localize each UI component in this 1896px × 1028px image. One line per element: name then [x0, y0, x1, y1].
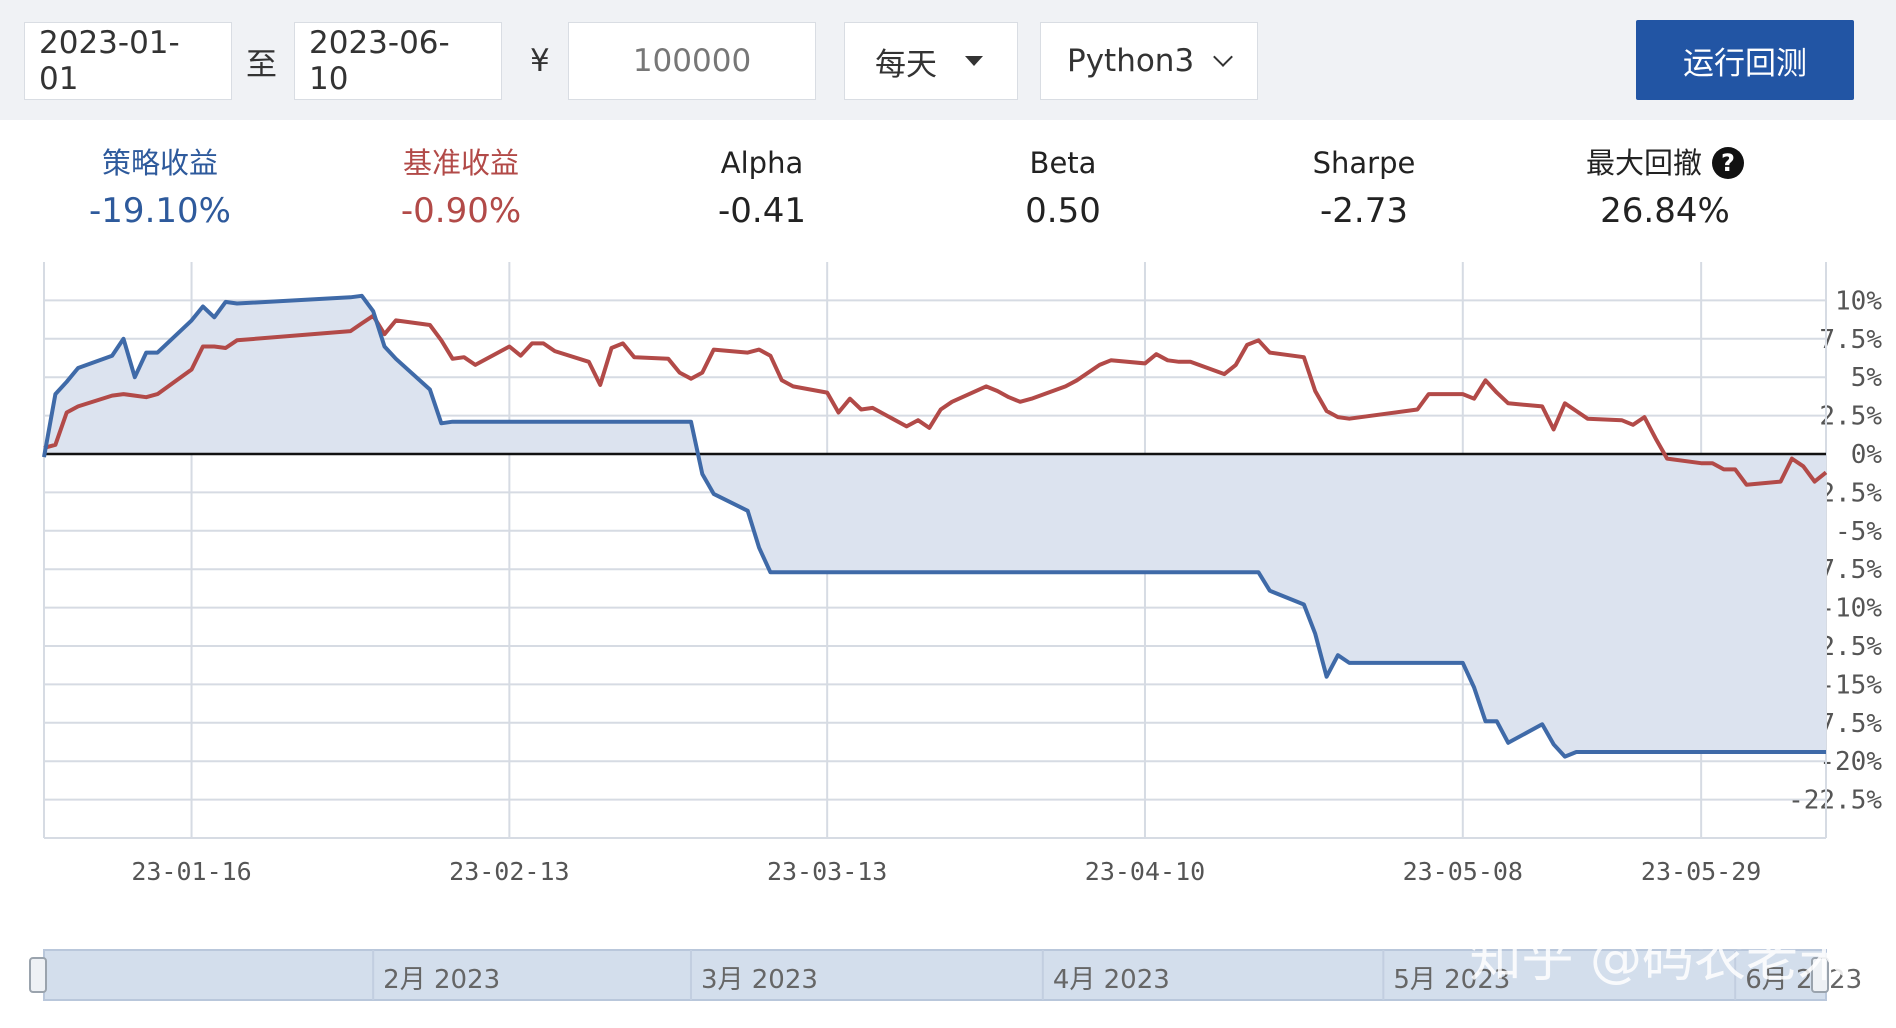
stat-value: -2.73: [1320, 191, 1408, 231]
stat-value: -19.10%: [89, 191, 231, 231]
stat-alpha: Alpha -0.41: [612, 140, 912, 236]
navigator-label: 5月 2023: [1393, 965, 1510, 995]
navigator-right-handle[interactable]: [1811, 957, 1829, 993]
x-tick-label: 23-01-16: [131, 857, 251, 886]
stat-value: 26.84%: [1600, 191, 1730, 231]
stat-value: -0.41: [718, 191, 806, 231]
x-tick-label: 23-03-13: [767, 857, 887, 886]
y-tick-label: -15%: [1819, 670, 1882, 700]
y-tick-label: -10%: [1819, 594, 1882, 624]
y-tick-label: 7.5%: [1819, 325, 1882, 355]
navigator-label: 2月 2023: [383, 965, 500, 995]
date-range-separator: 至: [246, 46, 277, 83]
question-circle-icon[interactable]: ?: [1712, 147, 1744, 179]
x-tick-label: 23-02-13: [449, 857, 569, 886]
end-date-input[interactable]: 2023-06-10: [294, 22, 502, 100]
frequency-select[interactable]: 每天: [844, 22, 1018, 100]
start-date-input[interactable]: 2023-01-01: [24, 22, 232, 100]
stat-sharpe: Sharpe -2.73: [1214, 140, 1514, 236]
run-backtest-button[interactable]: 运行回测: [1636, 20, 1854, 100]
navigator-label: 6月 2023: [1745, 965, 1862, 995]
currency-symbol: ¥: [530, 43, 550, 79]
stat-value: -0.90%: [400, 191, 522, 231]
stat-label: 最大回撤: [1585, 146, 1702, 180]
chevron-down-icon: [1213, 47, 1234, 67]
stat-beta: Beta 0.50: [913, 140, 1213, 236]
stat-max-drawdown: 最大回撤 ? 26.84%: [1515, 140, 1815, 236]
caret-down-icon: [965, 56, 983, 66]
stat-label: Sharpe: [1312, 146, 1416, 180]
stat-label: 策略收益: [101, 146, 218, 180]
stat-value: 0.50: [1025, 191, 1101, 231]
y-tick-label: 0%: [1851, 440, 1883, 470]
x-tick-label: 23-05-29: [1641, 857, 1761, 886]
x-tick-label: 23-05-08: [1403, 857, 1523, 886]
stat-label: Alpha: [720, 146, 804, 180]
capital-input[interactable]: 100000: [568, 22, 816, 100]
x-tick-label: 23-04-10: [1085, 857, 1205, 886]
toolbar: 2023-01-01 至 2023-06-10 ¥ 100000 每天 Pyth…: [0, 0, 1896, 120]
stat-label: 基准收益: [402, 146, 519, 180]
y-tick-label: -5%: [1835, 517, 1882, 547]
strategy-return-line: [42, 293, 1826, 759]
navigator-left-handle[interactable]: [29, 957, 47, 993]
navigator-label: 3月 2023: [701, 965, 818, 995]
y-tick-label: -22.5%: [1788, 786, 1882, 816]
stats-bar: 策略收益 -19.10% 基准收益 -0.90% Alpha -0.41 Bet…: [0, 140, 1896, 250]
y-tick-label: -20%: [1819, 747, 1882, 777]
benchmark-return-line: [43, 313, 1828, 487]
y-tick-label: 5%: [1851, 363, 1883, 393]
frequency-value: 每天: [875, 46, 937, 83]
stat-benchmark-return: 基准收益 -0.90%: [311, 140, 611, 236]
watermark: 知乎 @码农老宋: [1469, 929, 1850, 989]
stat-label: Beta: [1029, 146, 1097, 180]
language-value: Python3: [1067, 43, 1195, 79]
navigator-label: 4月 2023: [1053, 965, 1170, 995]
y-tick-label: 2.5%: [1819, 402, 1882, 432]
stat-label-row: 最大回撤 ?: [1515, 140, 1815, 186]
language-select[interactable]: Python3: [1040, 22, 1258, 100]
stat-strategy-return: 策略收益 -19.10%: [10, 140, 310, 236]
strategy-area: [44, 295, 1826, 757]
y-tick-label: 10%: [1835, 286, 1882, 316]
returns-chart: 10%7.5%5%2.5%0%-2.5%-5%-7.5%-10%-12.5%-1…: [29, 262, 1883, 1001]
